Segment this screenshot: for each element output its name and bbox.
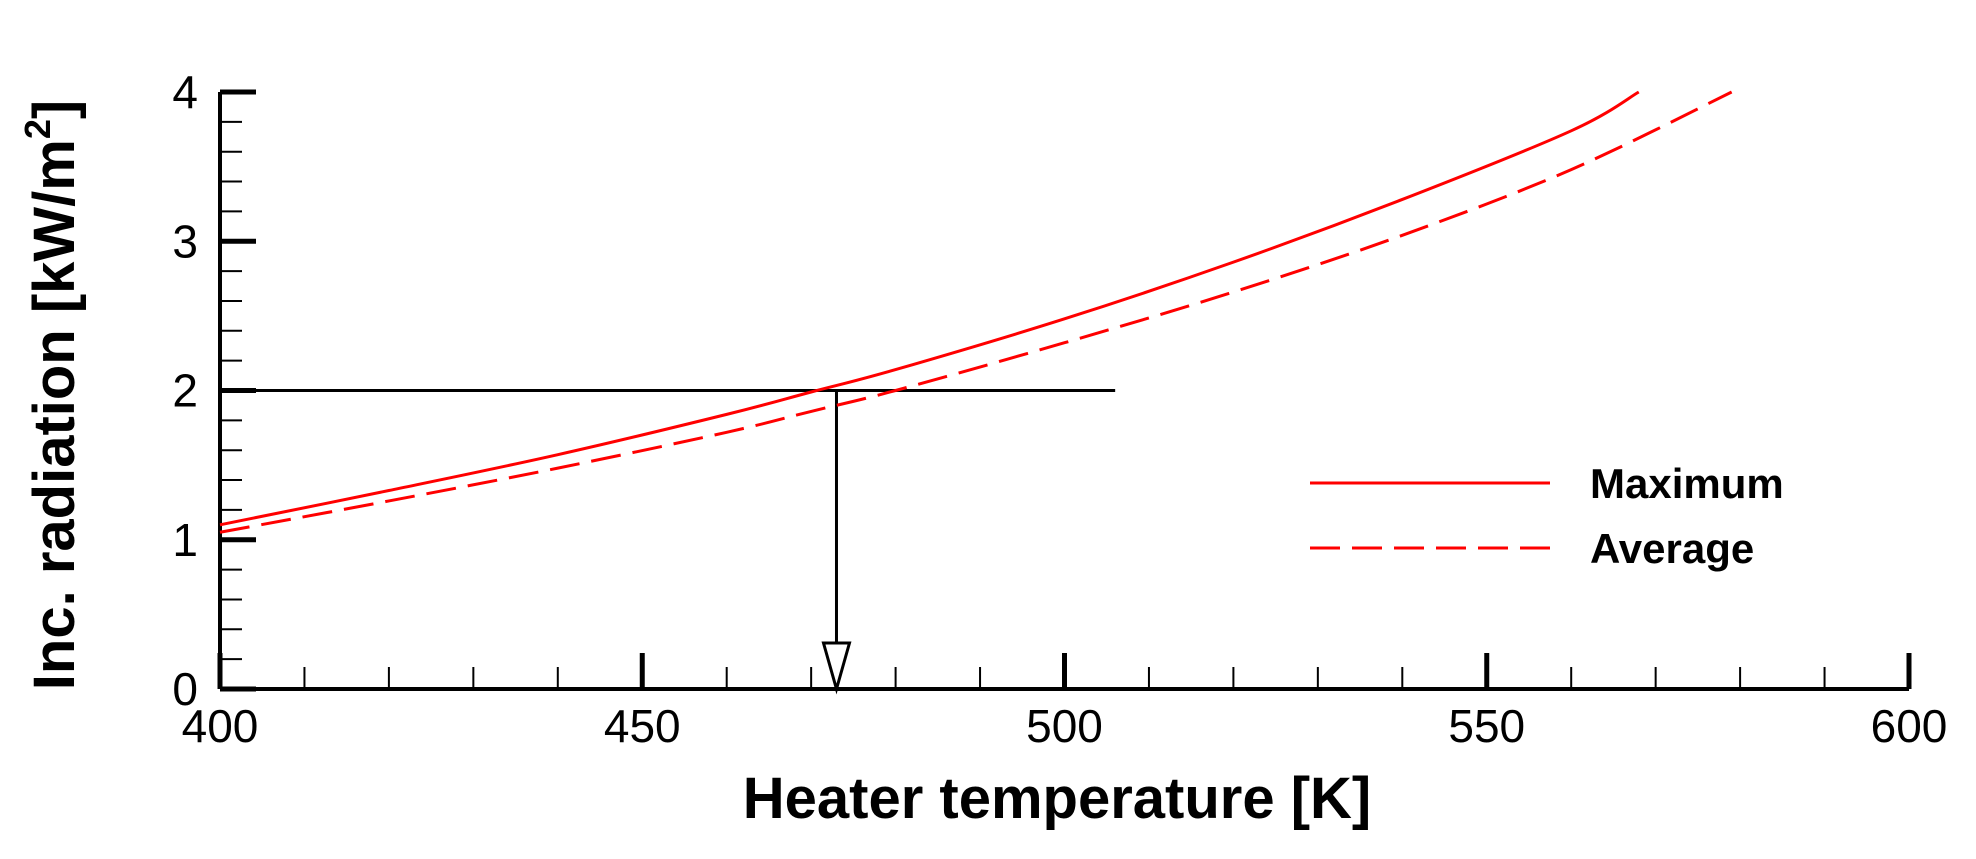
annotation-group: [220, 389, 1116, 695]
y-axis-title-sup: 2: [17, 119, 58, 139]
legend-label-average: Average: [1590, 525, 1754, 572]
y-tick-labels: 0 1 2 3 4: [172, 66, 198, 715]
x-tick-label: 400: [182, 700, 259, 752]
x-tick-label: 600: [1871, 700, 1948, 752]
x-tick-labels: 400 450 500 550 600: [182, 700, 1948, 752]
legend-label-maximum: Maximum: [1590, 460, 1784, 507]
y-minor-ticks: [220, 120, 242, 661]
annotation-arrowhead: [821, 641, 852, 695]
series-group: [219, 90, 1733, 534]
x-axis-title: Heater temperature [K]: [743, 766, 1372, 831]
y-tick-label: 4: [172, 66, 198, 118]
y-axis-title: Inc. radiation [kW/m2]: [17, 100, 87, 690]
y-tick-label: 1: [172, 514, 198, 566]
x-tick-label: 500: [1026, 700, 1103, 752]
y-tick-label: 0: [172, 663, 198, 715]
x-tick-label: 450: [604, 700, 681, 752]
legend: Maximum Average: [1310, 460, 1784, 572]
x-tick-label: 550: [1448, 700, 1525, 752]
series-line-average: [219, 90, 1733, 534]
y-axis-title-close: ]: [22, 100, 87, 119]
y-tick-label: 3: [172, 215, 198, 267]
x-minor-ticks: [303, 667, 1826, 689]
y-axis-title-main: Inc. radiation [kW/m: [22, 139, 87, 690]
y-tick-label: 2: [172, 365, 198, 417]
series-line-maximum: [219, 90, 1640, 527]
